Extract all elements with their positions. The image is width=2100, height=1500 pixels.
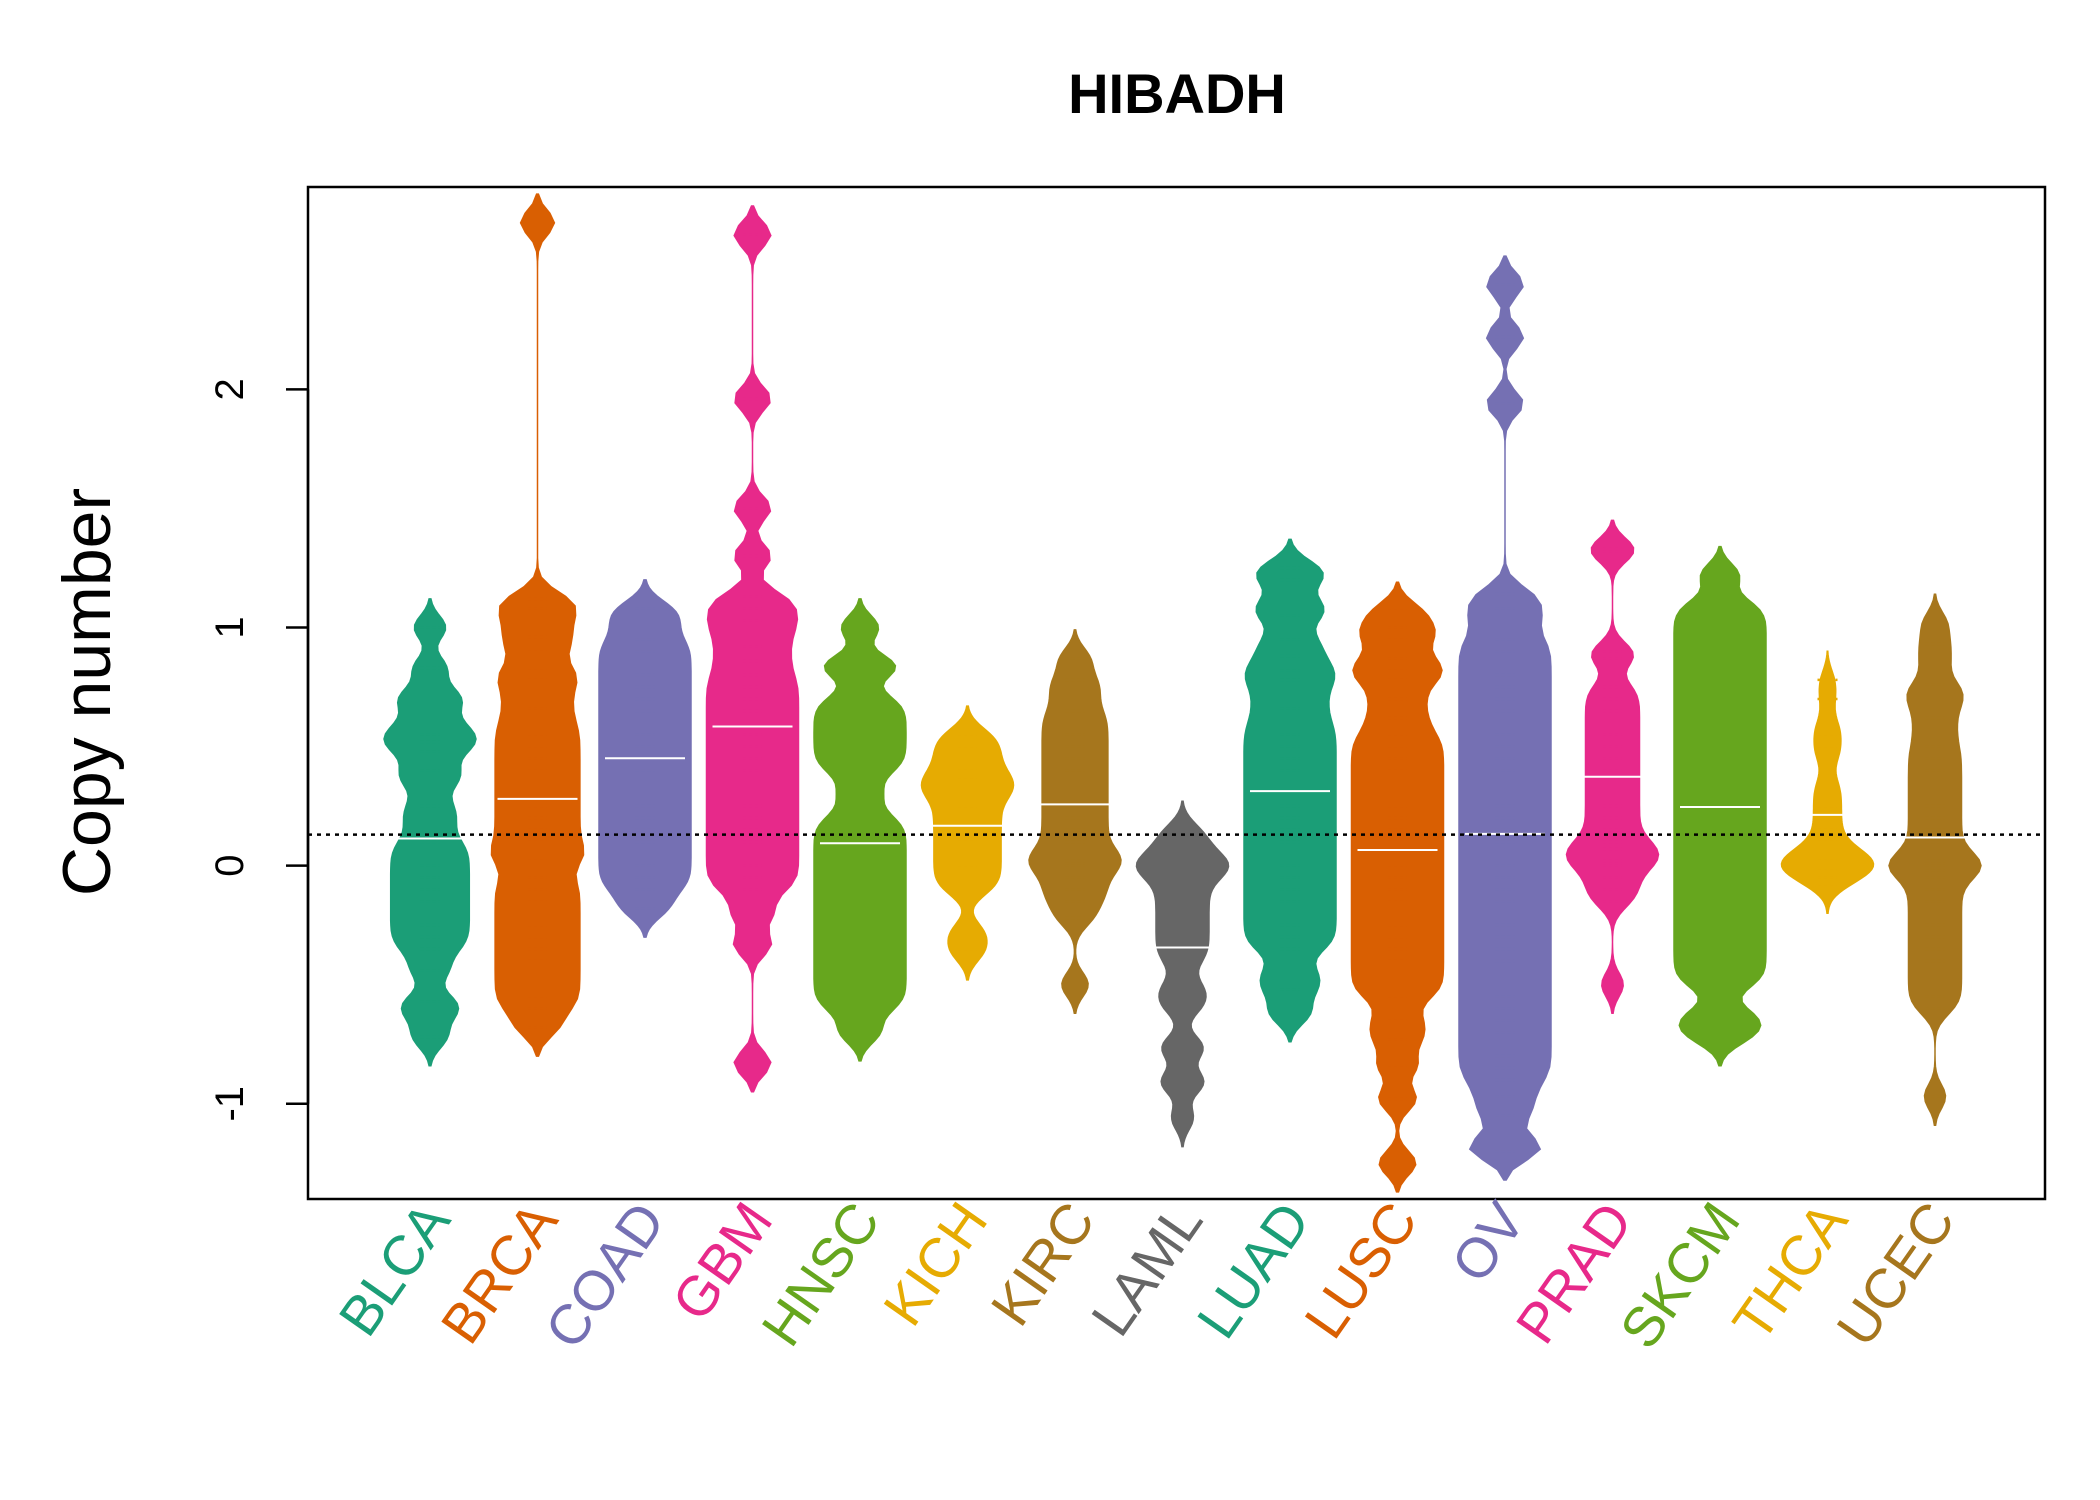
x-tick-label: UCEC: [1824, 1191, 1967, 1357]
bean-kirc: [1028, 629, 1122, 1015]
y-tick-label: 1: [208, 616, 252, 638]
bean-density: [1135, 800, 1230, 1148]
bean-prad: [1565, 519, 1660, 1015]
x-tick-label: OV: [1439, 1190, 1537, 1293]
bean-ov: [1458, 255, 1552, 1181]
plot-frame: [306, 185, 2047, 1201]
bean-density: [490, 193, 585, 1057]
chart-title: HIBADH: [1068, 62, 1286, 125]
x-tick-label: LUSC: [1292, 1191, 1429, 1350]
x-tick-label: HNSC: [749, 1191, 892, 1357]
bean-laml: [1135, 800, 1230, 1148]
x-tick-label: LUAD: [1185, 1191, 1322, 1350]
x-tick-label: COAD: [532, 1191, 676, 1360]
bean-blca: [383, 598, 477, 1067]
y-tick-label: 0: [208, 855, 252, 877]
x-tick-label: LAML: [1079, 1191, 1215, 1347]
beans-layer: [383, 193, 1982, 1193]
bean-luad: [1243, 538, 1337, 1043]
bean-gbm: [705, 205, 800, 1093]
bean-skcm: [1673, 545, 1767, 1067]
bean-coad: [598, 579, 692, 938]
bean-density: [705, 205, 800, 1093]
y-tick-label: 2: [208, 378, 252, 400]
x-tick-label: KICH: [871, 1191, 999, 1337]
bean-lusc: [1350, 581, 1445, 1193]
bean-density: [1458, 255, 1552, 1181]
bean-density: [1565, 519, 1660, 1015]
y-axis-label: Copy number: [49, 488, 125, 896]
bean-density: [1028, 629, 1122, 1015]
bean-density: [1350, 581, 1445, 1193]
bean-ucec: [1888, 593, 1982, 1126]
bean-density: [383, 598, 477, 1067]
bean-thca: [1780, 650, 1875, 915]
y-tick-label: -1: [208, 1086, 252, 1122]
bean-kich: [920, 705, 1015, 981]
y-axis: -1 0 1 2: [208, 378, 310, 1122]
bean-hnsc: [813, 598, 907, 1062]
bean-brca: [490, 193, 585, 1057]
x-tick-label: SKCM: [1607, 1191, 1751, 1360]
